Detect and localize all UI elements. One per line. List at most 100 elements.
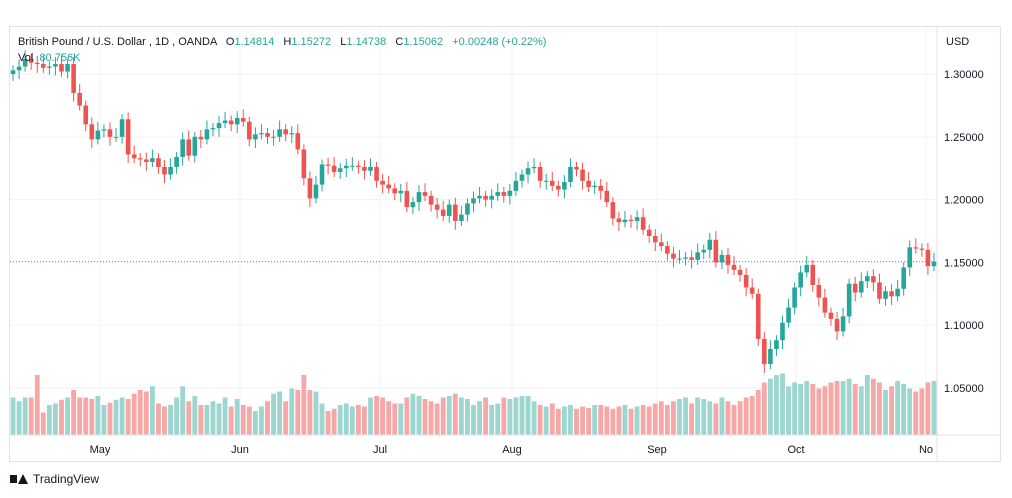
volume-bar <box>701 399 707 435</box>
tradingview-footer[interactable]: TradingView <box>10 472 99 486</box>
candle-body <box>89 124 95 140</box>
candle-body <box>465 203 470 215</box>
candle-body <box>222 120 228 124</box>
volume-bar <box>337 405 343 435</box>
open-value: 1.14814 <box>234 36 275 48</box>
volume-bar <box>428 401 434 435</box>
close-value: 1.15062 <box>403 36 444 48</box>
symbol-name[interactable]: British Pound / U.S. Dollar <box>18 36 146 48</box>
volume-bar <box>695 397 701 435</box>
volume-bar <box>28 397 34 435</box>
volume-bar <box>107 402 113 435</box>
candle-body <box>737 269 743 275</box>
volume-bar <box>71 390 77 435</box>
volume-bar <box>828 382 834 435</box>
volume-bar <box>95 396 101 435</box>
symbol-source[interactable]: OANDA <box>178 36 217 48</box>
candle-body <box>471 198 476 204</box>
time-tick-label: Jun <box>231 444 249 456</box>
candle-body <box>228 120 234 125</box>
tradingview-logo-icon <box>10 473 28 485</box>
price-axis[interactable]: 1.30000 1.25000 1.20000 1.15000 1.10000 1.050… <box>944 69 984 395</box>
volume-bar <box>89 399 95 435</box>
candle-body <box>216 123 222 129</box>
volume-bar <box>40 412 46 435</box>
volume-bar <box>810 384 816 435</box>
volume-bar <box>713 403 719 435</box>
volume-bar <box>458 397 464 435</box>
candle-body <box>259 133 264 135</box>
candle-body <box>362 166 367 171</box>
candle-body <box>828 312 834 319</box>
candle-body <box>301 149 307 179</box>
candle-body <box>858 281 864 293</box>
candle-body <box>307 178 313 199</box>
volume-bar <box>592 405 598 435</box>
candle-body <box>198 136 204 140</box>
candle-body <box>810 264 816 285</box>
candle-body <box>434 204 440 210</box>
symbol-interval[interactable]: 1D <box>154 36 170 48</box>
time-tick-label: Oct <box>787 444 804 456</box>
price-candles <box>10 50 937 373</box>
volume-bar <box>331 408 337 435</box>
candle-body <box>652 236 658 243</box>
time-axis[interactable]: May Jun Jul Aug Sep Oct No <box>90 444 933 456</box>
volume-bar <box>416 396 422 435</box>
candle-body <box>543 180 549 182</box>
candle-body <box>428 195 434 205</box>
volume-bar <box>162 406 167 435</box>
candle-body <box>749 287 755 294</box>
candle-body <box>204 129 210 140</box>
candle-body <box>501 192 507 196</box>
volume-bar <box>804 381 810 435</box>
candle-body <box>41 64 46 68</box>
candle-body <box>701 249 707 253</box>
volume-bar <box>513 397 519 435</box>
volume-bar <box>301 375 307 435</box>
low-value: 1.14738 <box>346 36 387 48</box>
volume-bar <box>622 405 628 435</box>
volume-label[interactable]: Vol <box>18 52 34 64</box>
candle-body <box>883 291 888 299</box>
volume-bar <box>725 401 731 435</box>
candle-body <box>677 258 682 260</box>
volume-legend: Vol 80.756K <box>18 52 80 64</box>
candle-body <box>398 190 404 194</box>
volume-bar <box>719 397 725 435</box>
candle-body <box>665 246 670 254</box>
volume-bar <box>59 399 64 435</box>
volume-bar <box>204 405 210 435</box>
volume-bar <box>380 397 386 435</box>
candle-body <box>10 70 16 75</box>
candle-body <box>731 264 737 270</box>
volume-value: 80.756K <box>39 52 81 64</box>
currency-label[interactable]: USD <box>946 36 970 48</box>
candle-body <box>610 202 616 219</box>
candle-body <box>107 129 113 137</box>
volume-bar <box>446 396 452 435</box>
volume-bar <box>495 403 501 435</box>
candle-body <box>174 156 179 167</box>
time-tick-label: May <box>90 444 111 456</box>
candle-body <box>489 195 494 200</box>
volume-bar <box>489 405 495 435</box>
volume-bar <box>525 396 531 435</box>
candle-body <box>574 166 579 170</box>
candle-body <box>762 338 767 365</box>
volume-bar <box>743 397 749 435</box>
candle-body <box>834 318 840 332</box>
candle-body <box>683 257 688 259</box>
candle-body <box>895 288 900 297</box>
candle-body <box>931 261 937 267</box>
candle-body <box>95 130 101 140</box>
time-tick-label: Jul <box>373 444 387 456</box>
volume-bar <box>222 397 228 435</box>
low-label: L <box>340 36 347 48</box>
volume-bar <box>386 401 392 435</box>
volume-bar <box>180 386 186 435</box>
candle-body <box>822 297 828 313</box>
candle-body <box>659 242 664 247</box>
candle-body <box>507 190 513 196</box>
